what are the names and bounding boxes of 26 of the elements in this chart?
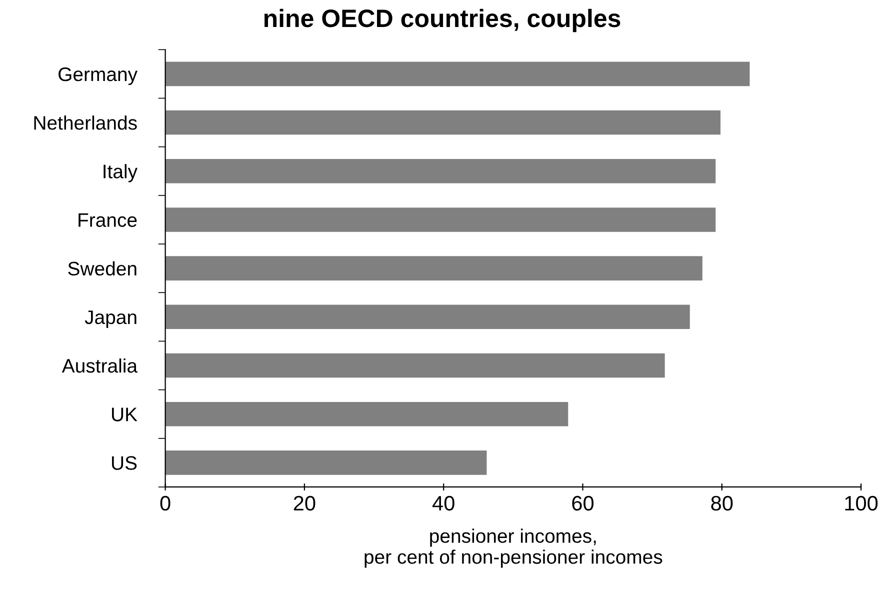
- y-tick-label: Italy: [104, 164, 138, 182]
- x-tick-label: 20: [294, 496, 316, 511]
- x-axis-title: pensioner incomes, per cent of non-pensioner incomes: [364, 528, 662, 568]
- y-tick-label: Australia: [62, 358, 138, 373]
- x-tick-label: 100: [845, 496, 878, 511]
- y-tick-label: France: [78, 213, 137, 227]
- bar: [165, 402, 568, 426]
- bar: [165, 353, 665, 378]
- x-tick-label: 80: [711, 496, 733, 511]
- y-tick-label: Germany: [58, 67, 138, 86]
- y-tick-label: Japan: [84, 310, 136, 328]
- bar: [165, 304, 690, 330]
- chart-title: nine OECD countries, couples: [264, 8, 620, 32]
- bar: [165, 208, 716, 232]
- x-tick-label: 60: [572, 496, 594, 511]
- y-tick-label: Sweden: [68, 261, 136, 276]
- bar: [165, 450, 487, 475]
- bar: [165, 256, 702, 280]
- y-tick-label: UK: [112, 408, 138, 422]
- bar: [165, 158, 716, 184]
- x-tick-label: 0: [160, 496, 170, 511]
- x-tick-label: 40: [432, 496, 454, 511]
- bar: [165, 62, 750, 86]
- bar: [165, 110, 720, 135]
- y-tick-label: US: [112, 456, 137, 470]
- y-tick-label: Netherlands: [34, 115, 137, 130]
